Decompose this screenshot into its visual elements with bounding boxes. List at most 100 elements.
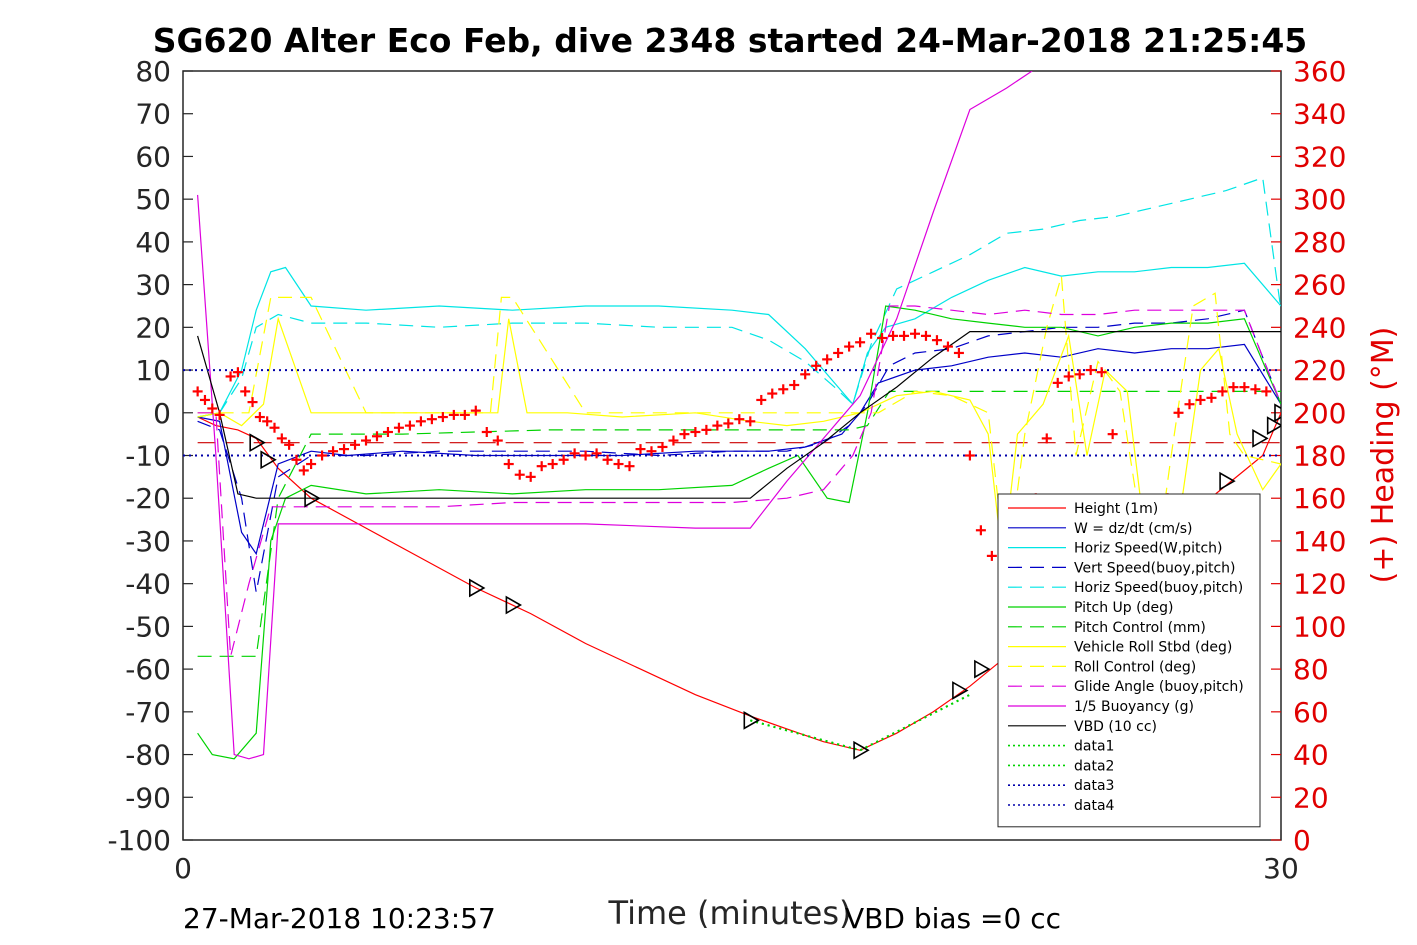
heading-point xyxy=(679,429,690,440)
series-line-4 xyxy=(197,176,1281,418)
left-tick-label: -60 xyxy=(125,653,171,686)
heading-point xyxy=(657,441,668,452)
legend-label: VBD (10 cc) xyxy=(1074,719,1157,735)
heading-point xyxy=(866,328,877,339)
legend-label: Horiz Speed(buoy,pitch) xyxy=(1074,580,1243,596)
triangle-marker xyxy=(260,450,277,470)
legend-box xyxy=(997,493,1261,828)
triangle-marker xyxy=(952,681,969,700)
heading-point xyxy=(1239,382,1250,393)
series-line-10 xyxy=(197,71,1033,760)
heading-point xyxy=(415,416,426,427)
footer-timestamp: 27-Mar-2018 10:23:57 xyxy=(183,902,496,935)
triangle-marker xyxy=(853,740,870,760)
heading-point xyxy=(613,459,624,470)
right-tick-label: 220 xyxy=(1293,354,1346,387)
heading-point xyxy=(1184,399,1195,410)
legend-label: Height (1m) xyxy=(1074,501,1158,517)
right-tick-label: 60 xyxy=(1293,696,1329,729)
right-tick-label: 360 xyxy=(1293,55,1346,88)
heading-point xyxy=(1173,407,1184,418)
heading-point xyxy=(800,369,811,380)
series-line-1 xyxy=(197,343,1281,556)
heading-point xyxy=(975,525,986,536)
right-tick-label: 100 xyxy=(1293,610,1346,643)
heading-point xyxy=(525,471,536,482)
heading-point xyxy=(789,380,800,391)
heading-point xyxy=(756,394,767,405)
x-axis-label: Time (minutes) xyxy=(608,894,852,932)
heading-point xyxy=(459,409,470,420)
heading-point xyxy=(317,450,328,461)
heading-point xyxy=(547,459,558,470)
triangle-marker xyxy=(743,710,760,730)
heading-point xyxy=(382,427,393,438)
left-tick-label: -30 xyxy=(125,525,171,558)
legend-label: data2 xyxy=(1074,758,1114,774)
right-tick-label: 160 xyxy=(1293,482,1346,515)
heading-point xyxy=(920,330,931,341)
left-tick-label: -20 xyxy=(125,482,171,515)
heading-point xyxy=(1052,377,1063,388)
heading-point xyxy=(822,354,833,365)
heading-point xyxy=(492,435,503,446)
heading-point xyxy=(328,446,339,457)
right-tick-label: 40 xyxy=(1293,739,1329,772)
right-tick-label: 140 xyxy=(1293,525,1346,558)
heading-point xyxy=(262,416,273,427)
series-line-13 xyxy=(750,693,971,752)
heading-point xyxy=(745,416,756,427)
legend: Height (1m) W = dz/dt (cm/s) Horiz Speed(W… xyxy=(997,493,1261,828)
left-tick-label: 70 xyxy=(135,98,171,131)
left-tick-label: -70 xyxy=(125,696,171,729)
right-tick-label: 260 xyxy=(1293,269,1346,302)
heading-point xyxy=(232,367,243,378)
heading-point xyxy=(811,360,822,371)
x-axis-ticks: 0 30 xyxy=(174,830,1299,885)
legend-label: 1/5 Buoyancy (g) xyxy=(1074,699,1194,715)
triangle-marker xyxy=(974,659,991,679)
heading-point xyxy=(437,412,448,423)
legend-label: Vehicle Roll Stbd (deg) xyxy=(1074,640,1232,656)
right-tick-label: 180 xyxy=(1293,440,1346,473)
heading-point xyxy=(1261,386,1272,397)
heading-point xyxy=(393,422,404,433)
heading-point xyxy=(207,403,218,414)
x-tick-label: 30 xyxy=(1263,852,1299,885)
heading-point xyxy=(1096,367,1107,378)
right-tick-label: 320 xyxy=(1293,140,1346,173)
footer-vbd-bias: VBD bias =0 cc xyxy=(845,902,1061,935)
heading-point xyxy=(199,394,210,405)
left-tick-label: 10 xyxy=(135,354,171,387)
heading-point xyxy=(426,414,437,425)
heading-point xyxy=(503,459,514,470)
left-tick-label: 80 xyxy=(135,55,171,88)
heading-point xyxy=(225,371,236,382)
heading-point xyxy=(1107,429,1118,440)
right-tick-label: 240 xyxy=(1293,311,1346,344)
heading-point xyxy=(284,439,295,450)
triangle-marker xyxy=(1252,429,1269,448)
heading-point xyxy=(855,337,866,348)
heading-point xyxy=(964,450,975,461)
right-tick-label: 120 xyxy=(1293,568,1346,601)
legend-label: data3 xyxy=(1074,778,1114,794)
right-tick-label: 200 xyxy=(1293,397,1346,430)
heading-point xyxy=(668,435,679,446)
heading-point xyxy=(942,341,953,352)
series-line-8 xyxy=(197,275,1281,576)
heading-point xyxy=(953,347,964,358)
legend-label: data1 xyxy=(1074,739,1114,755)
heading-point xyxy=(269,422,280,433)
triangle-marker xyxy=(249,433,266,453)
heading-point xyxy=(888,330,899,341)
triangle-marker xyxy=(468,578,486,598)
heading-point xyxy=(536,461,547,472)
right-axis-ticks: 3603403203002802602402202001801601401201… xyxy=(1271,55,1346,857)
right-tick-label: 300 xyxy=(1293,183,1346,216)
right-tick-label: 20 xyxy=(1293,781,1329,814)
right-tick-label: 280 xyxy=(1293,226,1346,259)
legend-label: Horiz Speed(W,pitch) xyxy=(1074,541,1222,557)
heading-point xyxy=(339,444,350,455)
x-tick-label: 0 xyxy=(174,852,192,885)
